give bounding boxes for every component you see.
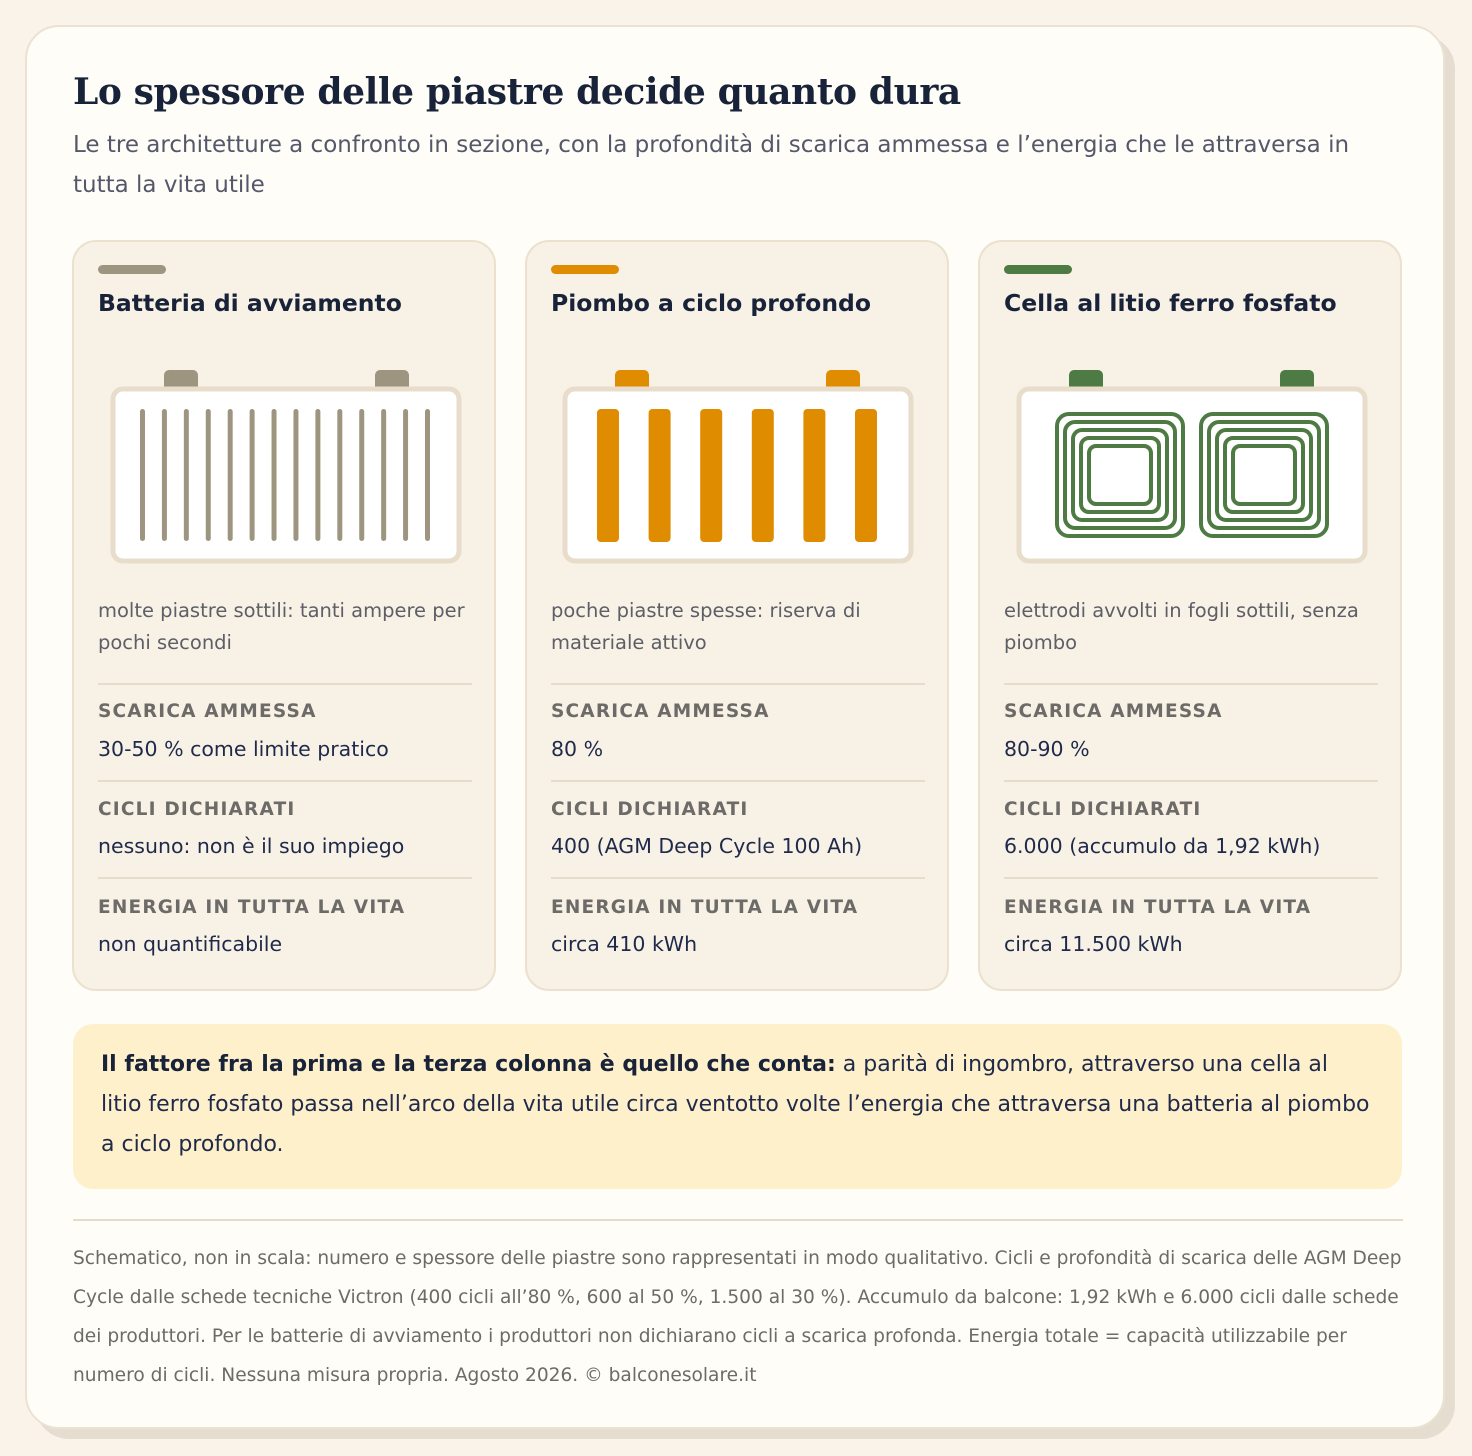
footer-sources: Schematico, non in scala: numero e spess… — [73, 1248, 1402, 1386]
card-title: Piombo a ciclo profondo — [551, 289, 872, 317]
callout-text: a parità di ingombro, attraverso una cel… — [101, 1052, 1370, 1157]
plate — [403, 409, 409, 541]
fact-value-lifetime-energy: circa 11.500 kWh — [1004, 932, 1183, 956]
plate-group — [140, 409, 430, 541]
callout-emphasis: Il fattore fra la prima e la terza colon… — [101, 1052, 836, 1077]
fact-value-cycles: nessuno: non è il suo impiego — [98, 834, 405, 858]
divider — [1004, 877, 1378, 879]
fact-label-lifetime-energy: ENERGIA IN TUTTA LA VITA — [551, 897, 859, 918]
divider — [1004, 780, 1378, 782]
thick-plates-icon — [562, 370, 914, 564]
divider — [551, 877, 925, 879]
fact-label-cycles: CICLI DICHIARATI — [98, 799, 296, 820]
fact-label-lifetime-energy: ENERGIA IN TUTTA LA VITA — [98, 897, 406, 918]
fact-value-cycles: 400 (AGM Deep Cycle 100 Ah) — [551, 834, 863, 858]
plate — [597, 409, 619, 542]
fact-value-lifetime-energy: circa 410 kWh — [551, 932, 698, 956]
wound-electrodes-icon — [1016, 370, 1368, 564]
card-title: Batteria di avviamento — [98, 289, 402, 317]
fact-label-cycles: CICLI DICHIARATI — [551, 799, 749, 820]
battery-case — [110, 386, 462, 564]
jelly-roll-right — [1199, 412, 1329, 538]
plate — [227, 409, 233, 541]
accent-bar — [98, 265, 166, 274]
plate — [359, 409, 365, 541]
card-description: poche piastre spesse: riserva di materia… — [551, 599, 861, 654]
infographic-panel: Lo spessore delle piastre decide quanto … — [25, 25, 1445, 1429]
plate — [140, 409, 145, 541]
divider — [1004, 683, 1378, 685]
plate — [293, 409, 299, 541]
callout-note: Il fattore fra la prima e la terza colon… — [73, 1024, 1402, 1189]
divider — [551, 780, 925, 782]
jelly-roll-left — [1055, 412, 1185, 538]
plate — [161, 409, 167, 541]
plate — [803, 409, 826, 542]
plate — [249, 409, 255, 541]
accent-bar — [1004, 265, 1072, 274]
plate — [271, 409, 277, 541]
plate — [648, 409, 671, 542]
divider — [98, 683, 472, 685]
plate — [315, 409, 321, 541]
fact-value-discharge: 30-50 % come limite pratico — [98, 737, 389, 761]
thin-plates-icon — [110, 370, 462, 564]
plate — [751, 409, 774, 542]
fact-label-lifetime-energy: ENERGIA IN TUTTA LA VITA — [1004, 897, 1312, 918]
plate — [425, 409, 430, 541]
card-description: elettrodi avvolti in fogli sottili, senz… — [1004, 599, 1359, 654]
accent-bar — [551, 265, 619, 274]
divider — [98, 877, 472, 879]
card-title: Cella al litio ferro fosfato — [1004, 289, 1337, 317]
divider — [98, 780, 472, 782]
fact-value-discharge: 80-90 % — [1004, 737, 1090, 761]
page-title: Lo spessore delle piastre decide quanto … — [73, 71, 961, 113]
card-lifepo4-cell: Cella al litio ferro fosfato elettrodi a… — [978, 240, 1402, 991]
divider — [551, 683, 925, 685]
fact-value-lifetime-energy: non quantificabile — [98, 932, 283, 956]
fact-value-cycles: 6.000 (accumulo da 1,92 kWh) — [1004, 834, 1321, 858]
plate-group — [597, 409, 877, 542]
page-subtitle: Le tre architetture a confronto in sezio… — [73, 132, 1350, 198]
plate — [337, 409, 343, 541]
fact-label-discharge: SCARICA AMMESSA — [98, 701, 317, 722]
plate — [700, 409, 723, 542]
footer-divider — [73, 1219, 1403, 1221]
fact-label-cycles: CICLI DICHIARATI — [1004, 799, 1202, 820]
card-deep-cycle-lead: Piombo a ciclo profondo poche piastre sp… — [525, 240, 949, 991]
card-starter-battery: Batteria di avviamento molte piastre sot… — [72, 240, 496, 991]
card-description: molte piastre sottili: tanti ampere per … — [98, 599, 465, 654]
plate — [855, 409, 877, 542]
plate — [381, 409, 387, 541]
plate — [183, 409, 189, 541]
fact-value-discharge: 80 % — [551, 737, 604, 761]
plate — [205, 409, 211, 541]
fact-label-discharge: SCARICA AMMESSA — [551, 701, 770, 722]
fact-label-discharge: SCARICA AMMESSA — [1004, 701, 1223, 722]
